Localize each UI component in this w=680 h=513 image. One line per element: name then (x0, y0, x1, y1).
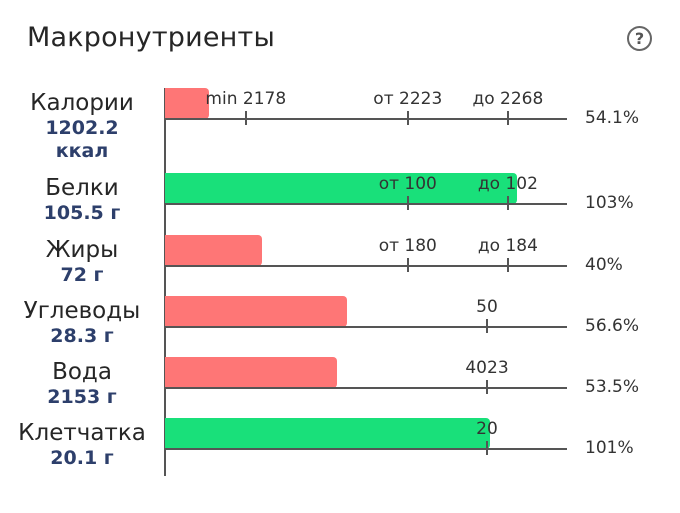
nutrient-label: Вода (52, 359, 112, 385)
nutrient-amount: 72 г (60, 264, 104, 286)
target-tick (244, 111, 247, 125)
progress-bar (165, 88, 209, 119)
help-symbol: ? (634, 28, 645, 48)
row-baseline (165, 387, 567, 389)
nutrient-label: Белки (45, 175, 119, 201)
row-baseline (165, 448, 567, 450)
target-tick (506, 111, 509, 125)
target-tick (406, 258, 409, 272)
progress-bar (165, 418, 490, 449)
percent-value: 56.6% (585, 316, 640, 336)
target-label: min 2178 (205, 89, 287, 109)
progress-bar (165, 296, 347, 327)
row-baseline (165, 265, 567, 267)
target-tick (486, 380, 488, 394)
row-baseline (165, 203, 567, 205)
target-label: 20 (476, 419, 498, 439)
target-tick (506, 196, 509, 210)
nutrient-label: Углеводы (23, 298, 141, 324)
percent-value: 40% (585, 255, 623, 275)
target-tick (486, 441, 488, 455)
target-label: 50 (476, 297, 498, 317)
percent-value: 103% (585, 193, 634, 213)
nutrient-row[interactable]: Вода 2153 г 4023 53.5% (0, 357, 680, 417)
target-tick (406, 196, 409, 210)
target-tick (506, 258, 509, 272)
nutrient-amount: 20.1 г (50, 447, 114, 469)
nutrient-amount: 2153 г (47, 386, 117, 408)
nutrient-unit: ккал (55, 140, 109, 162)
target-label: до 184 (477, 236, 538, 256)
row-baseline (165, 326, 567, 328)
nutrient-row[interactable]: Жиры 72 г от 180 до 184 40% (0, 235, 680, 295)
nutrient-row[interactable]: Углеводы 28.3 г 50 56.6% (0, 296, 680, 356)
progress-bar (165, 235, 262, 266)
nutrient-row[interactable]: Клетчатка 20.1 г 20 101% (0, 418, 680, 478)
row-baseline (165, 118, 567, 120)
progress-bar (165, 357, 337, 388)
target-tick (486, 319, 488, 333)
target-label: до 102 (477, 174, 538, 194)
nutrient-amount: 28.3 г (50, 325, 114, 347)
page-title: Макронутриенты (27, 22, 275, 53)
nutrient-amount: 105.5 г (43, 202, 121, 224)
percent-value: 101% (585, 438, 634, 458)
nutrient-label: Жиры (45, 237, 119, 263)
percent-value: 53.5% (585, 377, 640, 397)
chart-axis-vertical (164, 88, 166, 476)
nutrient-label: Клетчатка (18, 420, 146, 446)
nutrient-amount: 1202.2 (45, 117, 119, 139)
target-label: 4023 (465, 358, 509, 378)
nutrient-row[interactable]: Белки 105.5 г от 100 до 102 103% (0, 173, 680, 233)
target-label: до 2268 (472, 89, 544, 109)
progress-bar (165, 173, 517, 204)
target-label: от 180 (378, 236, 437, 256)
target-label: от 2223 (373, 89, 443, 109)
target-label: от 100 (378, 174, 437, 194)
target-tick (406, 111, 409, 125)
percent-value: 54.1% (585, 108, 640, 128)
nutrient-label: Калории (30, 90, 134, 116)
question-circle-icon[interactable]: ? (627, 26, 652, 51)
nutrient-row[interactable]: Калории 1202.2 ккал min 2178 от 2223 до 2268 5… (0, 88, 680, 162)
